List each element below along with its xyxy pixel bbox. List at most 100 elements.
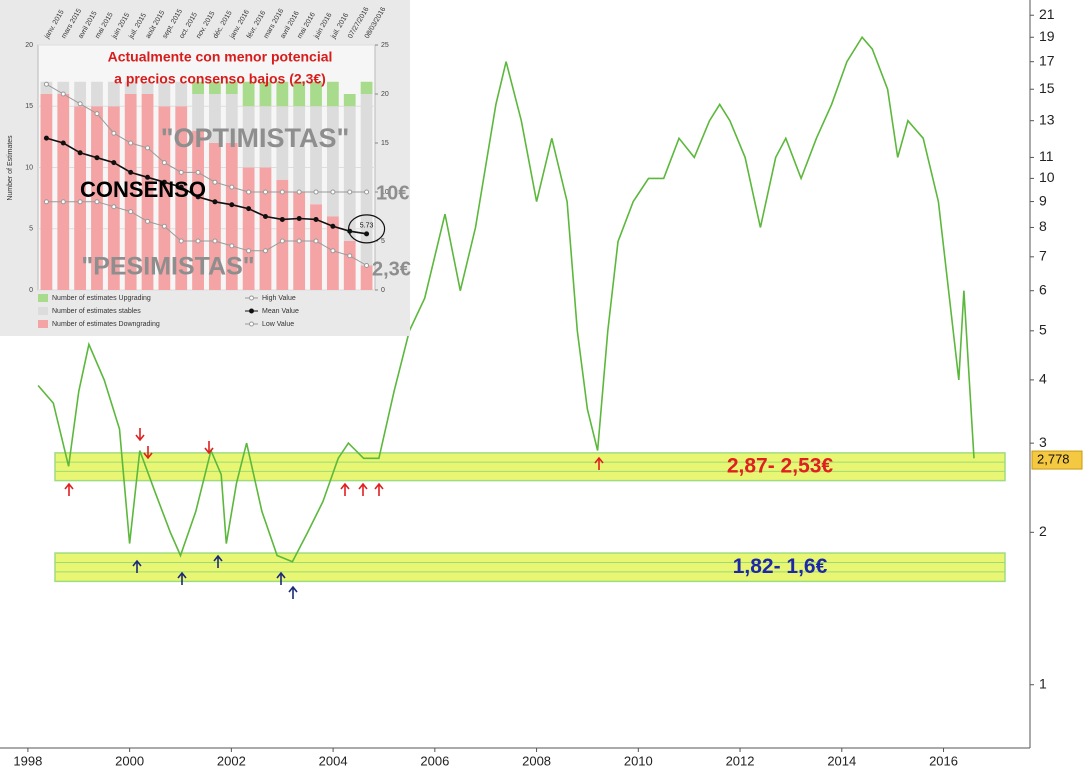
point [43, 199, 49, 205]
point [145, 174, 151, 180]
y-axis-label: Number of Estimates [7, 135, 14, 201]
bar [259, 81, 272, 107]
point [262, 189, 268, 195]
line [46, 201, 367, 266]
bar [141, 81, 154, 94]
arrow [374, 482, 384, 496]
callout-circle [347, 214, 386, 244]
y2-tick-label: 5 [381, 238, 385, 245]
bar [360, 94, 373, 266]
bar [242, 167, 255, 290]
annotation: 10€ [376, 182, 409, 204]
y-tick-label: 11 [1039, 148, 1054, 164]
point [145, 145, 151, 151]
point [347, 253, 353, 259]
legend-swatch [38, 294, 48, 302]
y-tick-label: 15 [25, 103, 33, 110]
arrow [64, 482, 74, 496]
point [296, 215, 302, 221]
bar [293, 81, 306, 107]
legend-label: Low Value [262, 321, 294, 328]
y-tick-label: 5 [29, 226, 33, 233]
arrow [594, 456, 604, 470]
bar [209, 94, 221, 143]
bar [107, 106, 120, 290]
point [77, 199, 83, 205]
point [43, 81, 49, 87]
point [161, 179, 167, 185]
annotation: a precios consenso bajos (2,3€) [114, 71, 326, 87]
y2-tick-label: 25 [381, 42, 389, 49]
y-tick-label: 10 [1039, 169, 1055, 185]
legend-label: High Value [262, 295, 296, 302]
point [313, 189, 319, 195]
point [60, 199, 66, 205]
bar [360, 81, 373, 94]
bar [91, 106, 103, 290]
y-tick-label: 1 [1039, 675, 1047, 691]
bar [209, 81, 221, 94]
bar [360, 265, 373, 290]
bar [209, 143, 221, 290]
point [195, 238, 201, 244]
support-band [54, 552, 1006, 583]
point [195, 194, 201, 200]
bar [276, 106, 289, 180]
y-tick-label: 7 [1039, 248, 1047, 264]
bar [192, 94, 204, 131]
bar [343, 241, 356, 290]
point [111, 160, 117, 166]
point [364, 231, 370, 237]
support-band [54, 452, 1006, 482]
bar [158, 81, 171, 107]
point [94, 155, 100, 161]
line [46, 137, 367, 235]
x-tick-label: 2000 [115, 753, 144, 768]
point [145, 218, 151, 224]
point [262, 214, 268, 219]
point [229, 184, 235, 190]
point [212, 199, 218, 205]
y-tick-label: 21 [1039, 6, 1055, 22]
point [347, 189, 353, 195]
point [246, 248, 252, 254]
bar [343, 94, 356, 107]
arrow [340, 482, 350, 496]
last-value-label: 2,778 [1037, 451, 1070, 466]
point [77, 101, 83, 107]
bar [158, 106, 171, 290]
arrow [288, 585, 298, 599]
x-tick-label: 2012 [726, 753, 755, 768]
y-tick-label: 4 [1039, 371, 1047, 387]
point [229, 202, 235, 208]
bar [74, 106, 87, 290]
arrow [143, 446, 153, 460]
point [178, 184, 184, 190]
bar [310, 204, 322, 290]
bar [259, 167, 272, 290]
arrow [135, 428, 145, 442]
point [313, 216, 319, 222]
bar [310, 106, 322, 205]
point [128, 209, 134, 215]
x-tick-label: 2014 [827, 753, 856, 768]
y-tick-label: 20 [25, 42, 33, 49]
point [330, 189, 336, 195]
legend-marker [249, 321, 254, 327]
x-tick-label: 2016 [929, 753, 958, 768]
x-tick-label: 2010 [624, 753, 653, 768]
bar [259, 106, 272, 168]
bar [124, 81, 137, 94]
x-tick-label: 2008 [522, 753, 551, 768]
bar [242, 81, 255, 107]
arrow [276, 571, 286, 585]
y2-tick-label: 10 [381, 189, 389, 196]
y2-tick-label: 20 [381, 91, 389, 98]
y-tick-label: 6 [1039, 281, 1047, 297]
point [279, 238, 285, 244]
point [212, 238, 218, 244]
arrow [358, 482, 368, 496]
annotation: "OPTIMISTAS" [161, 123, 350, 153]
x-tick-label: 2002 [217, 753, 246, 768]
